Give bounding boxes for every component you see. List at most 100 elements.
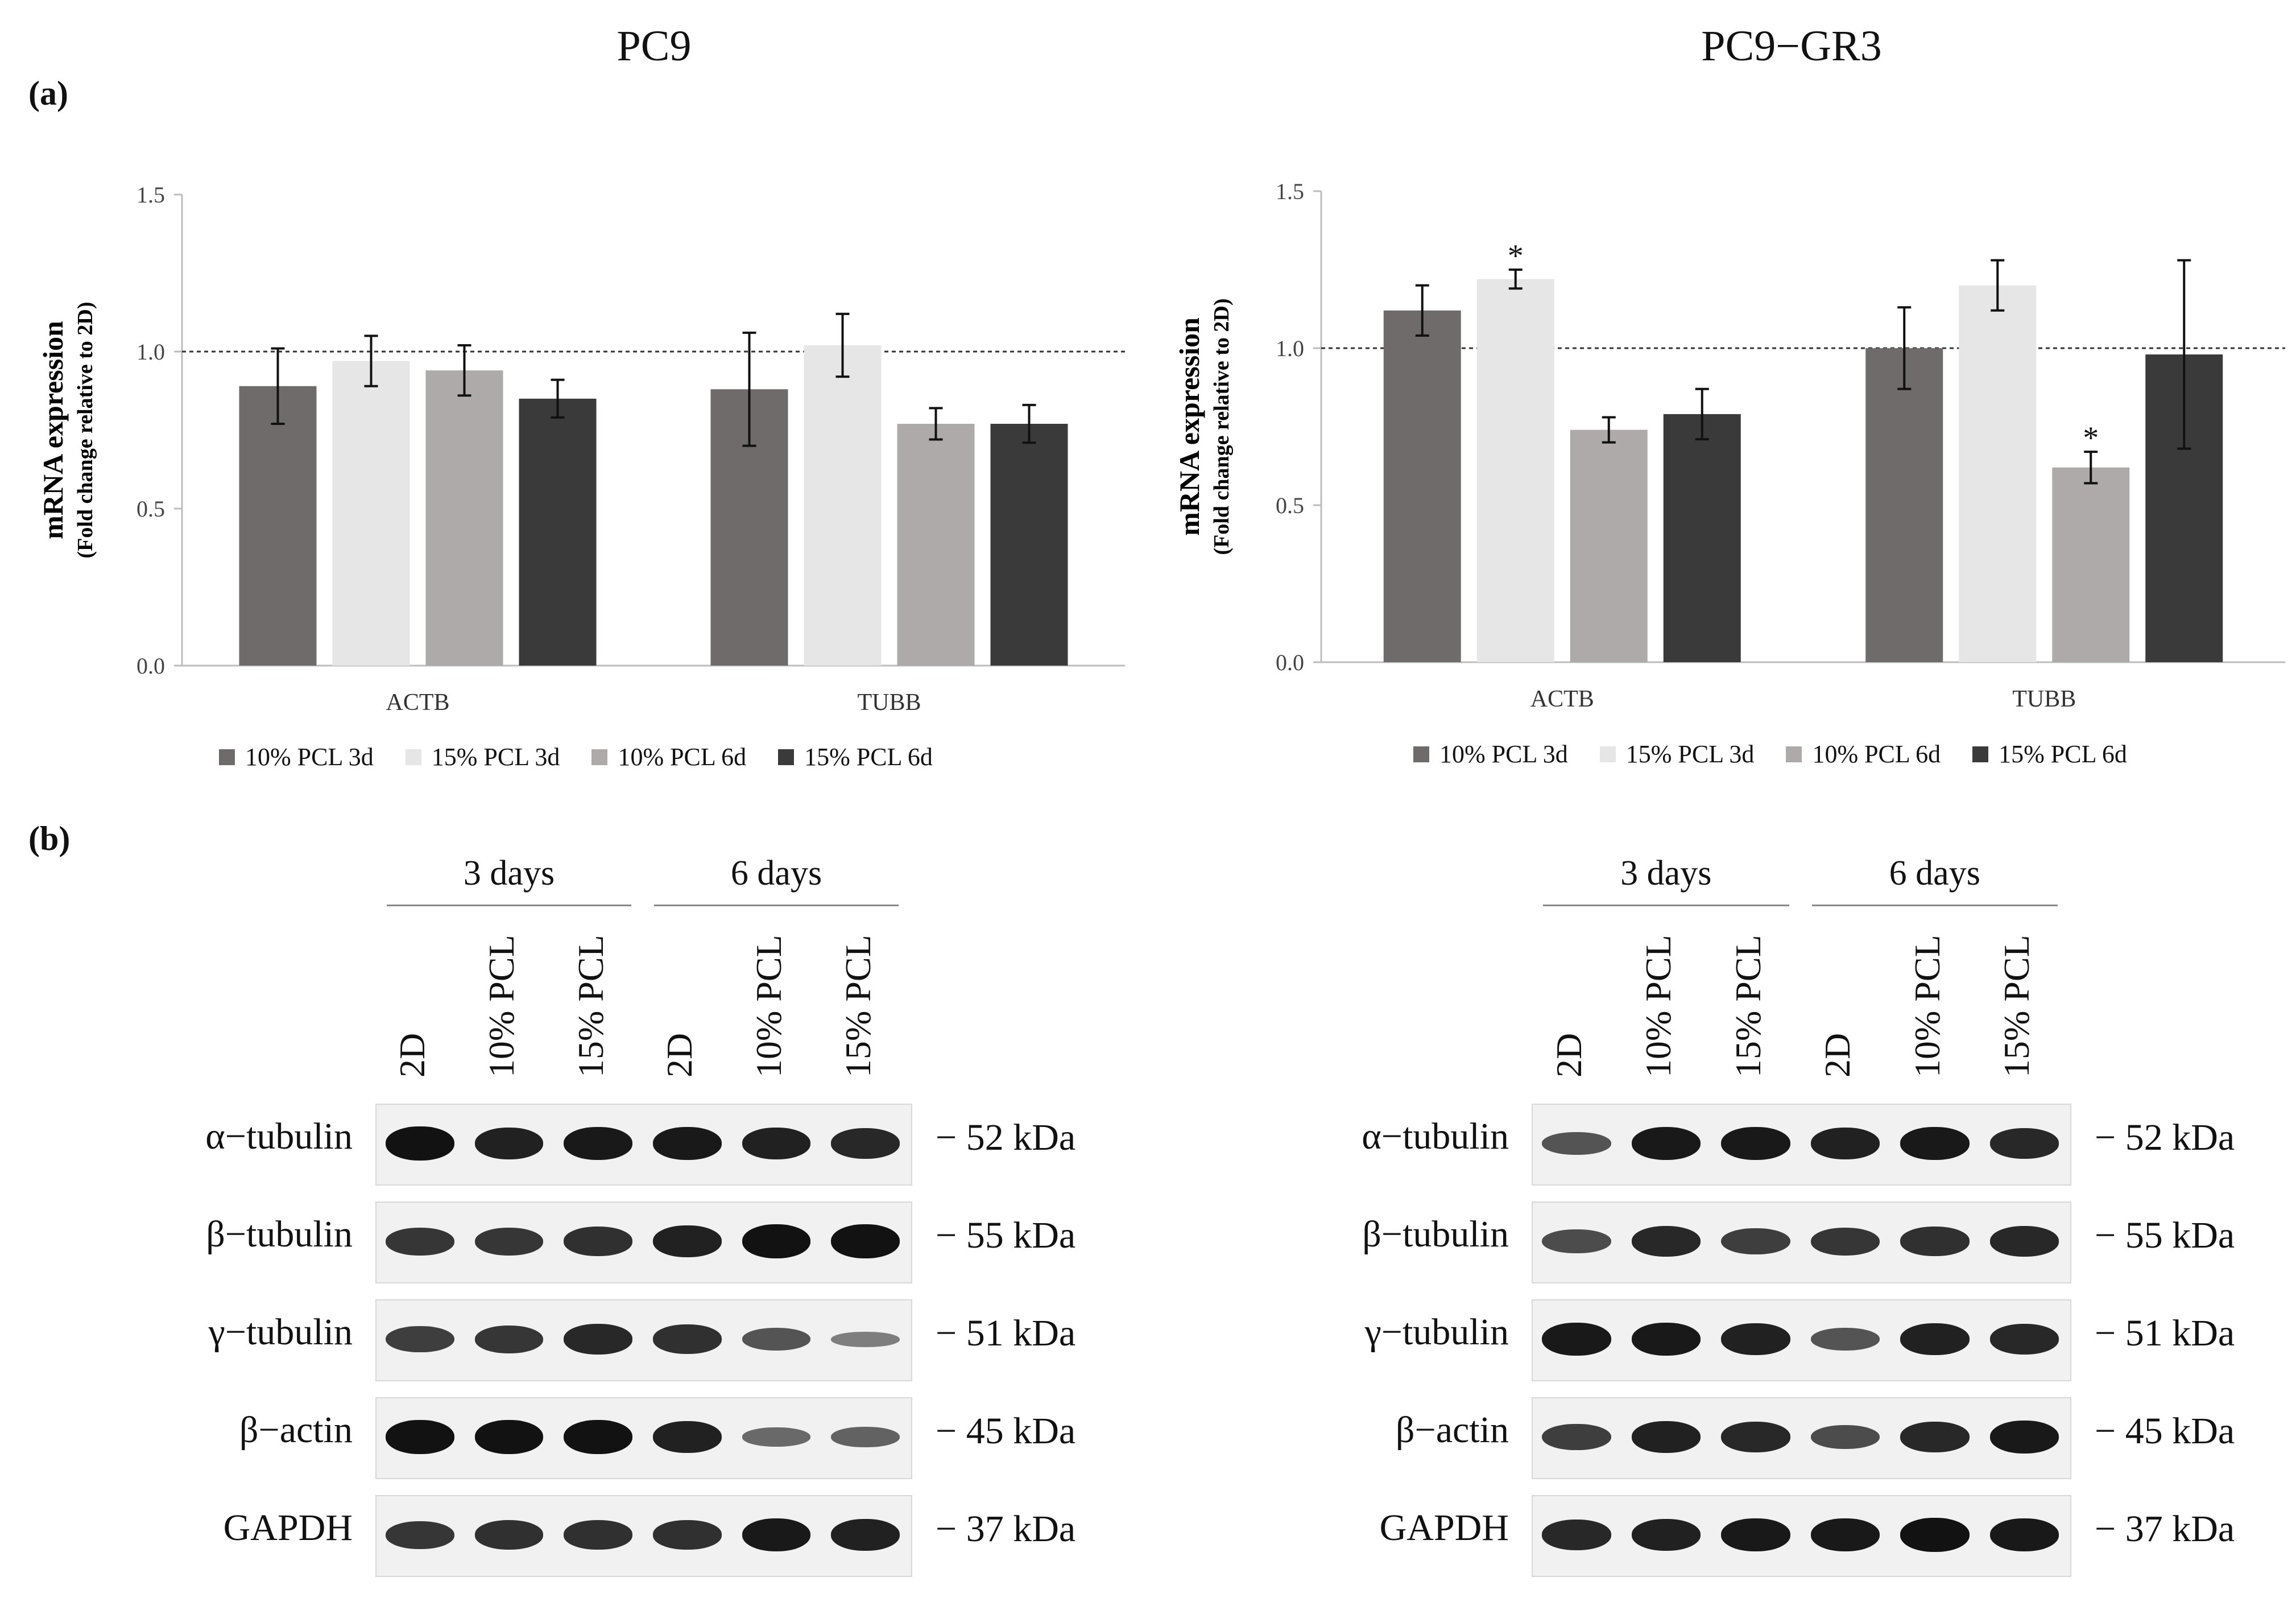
legend-swatch [778,749,795,765]
blot-strip [1532,1202,2071,1283]
y-tick-label: 0.0 [136,653,165,679]
x-tick-label: TUBB [857,689,921,716]
lane-group-underline [1811,905,2058,906]
x-tick-label: TUBB [2012,686,2076,712]
protein-band [386,1420,454,1454]
protein-band [831,1427,900,1447]
chart-title-pc9-gr3: PC9−GR3 [1701,22,1882,70]
bar [2052,467,2130,662]
legend-item: 10% PCL 3d [219,742,374,771]
legend-label: 15% PCL 3d [431,743,560,771]
significance-marker: * [2083,420,2099,456]
protein-band [564,1227,632,1256]
protein-label: α−tubulin [205,1116,353,1157]
protein-band [831,1331,900,1347]
lane-group-underline [654,905,899,906]
protein-band [1721,1323,1790,1355]
protein-band [742,1427,811,1447]
western-blot-pc9-gr3: 3 days 6 days 2D 10% PCL 15% PCL 2D 10% PCL 15%… [1148,842,2296,1599]
chart-legend-pc9-gr3: 10% PCL 3d 15% PCL 3d 10% PCL 6d 15% PCL 6d [1413,740,2159,769]
lane-label: 2D [392,1033,433,1077]
protein-band [1810,1327,1880,1351]
protein-band [831,1519,900,1551]
protein-band [831,1128,900,1159]
protein-label: α−tubulin [1362,1116,1509,1157]
protein-band [1631,1226,1701,1257]
protein-band [564,1127,632,1160]
molecular-weight-label: − 45 kDa [936,1410,1076,1452]
protein-label: γ−tubulin [1364,1311,1509,1353]
bar [1959,285,2037,663]
y-axis-label: mRNA expression [37,321,69,539]
bar [1865,348,1943,662]
protein-band [742,1518,811,1551]
bar [1663,414,1741,662]
legend-swatch [219,749,235,765]
bar [519,398,597,666]
protein-label: β−tubulin [1362,1213,1509,1255]
legend-swatch [1599,746,1616,762]
molecular-weight-label: − 37 kDa [2095,1508,2235,1550]
blot-strip [375,1299,912,1381]
bar [239,386,317,666]
protein-label: GAPDH [1379,1507,1509,1549]
bar [1476,279,1554,662]
legend-item: 15% PCL 3d [1599,740,1755,769]
blot-strip [375,1202,912,1283]
protein-band [1810,1425,1880,1450]
y-tick-label: 1.0 [1276,336,1304,361]
lane-group-label: 3 days [1620,854,1712,893]
bar [332,361,410,666]
y-tick-label: 1.0 [136,339,165,365]
y-tick-label: 0.5 [136,496,165,522]
protein-band [1989,1226,2059,1257]
significance-marker: * [1508,238,1524,274]
blot-strip [375,1495,912,1577]
bar-chart-pc9-gr3: 0.0 0.5 1.0 1.5 mRNA expression (Fold change … [1173,179,2285,712]
lane-group-label: 6 days [1889,854,1980,893]
protein-band [653,1127,722,1160]
molecular-weight-label: − 37 kDa [936,1508,1076,1550]
protein-band [1900,1323,1970,1355]
legend-label: 15% PCL 3d [1625,740,1755,768]
protein-label: γ−tubulin [208,1311,353,1353]
lane-label: 15% PCL [1996,935,2037,1077]
protein-band [1542,1229,1611,1254]
legend-item: 15% PCL 6d [778,742,933,771]
protein-band [564,1324,632,1355]
protein-band [1810,1128,1880,1159]
protein-band [1542,1132,1611,1155]
protein-band [564,1520,632,1550]
legend-swatch [1413,746,1429,762]
protein-band [386,1326,454,1353]
protein-band [474,1128,544,1159]
lane-label: 15% PCL [837,935,878,1077]
molecular-weight-label: − 55 kDa [936,1215,1076,1256]
protein-band [474,1420,544,1454]
blot-strip [1532,1495,2071,1577]
protein-band [1721,1518,1790,1551]
bar [990,423,1068,666]
y-axis-label-secondary: (Fold change relative to 2D) [73,302,97,559]
protein-band [653,1520,722,1550]
molecular-weight-label: − 51 kDa [2095,1312,2235,1354]
blot-strip [1532,1299,2071,1381]
protein-band [386,1227,454,1256]
bar [1570,430,1648,662]
protein-band [386,1126,454,1161]
x-tick-label: ACTB [386,689,449,716]
molecular-weight-label: − 45 kDa [2095,1410,2235,1452]
protein-band [742,1128,811,1159]
protein-label: β−actin [239,1409,353,1451]
protein-band [1631,1519,1701,1551]
protein-band [742,1327,811,1351]
legend-swatch [1786,746,1802,762]
protein-band [474,1520,544,1550]
protein-band [474,1227,544,1256]
bar [804,345,882,666]
protein-band [1989,1128,2059,1159]
protein-band [1900,1518,1970,1552]
protein-band [1721,1422,1790,1452]
legend-item: 10% PCL 6d [1786,740,1941,769]
lane-label: 10% PCL [1906,935,1947,1077]
